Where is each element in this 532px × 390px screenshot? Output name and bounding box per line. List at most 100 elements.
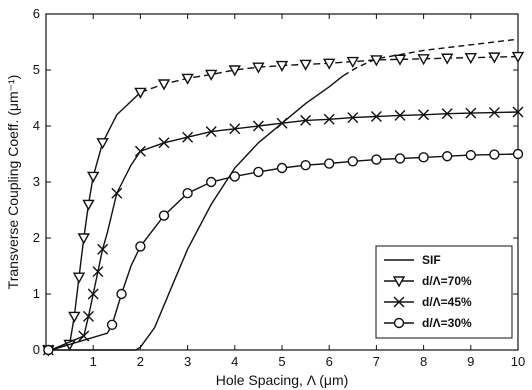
x-marker bbox=[512, 106, 524, 118]
circle-marker bbox=[253, 166, 264, 178]
x-marker-stroke bbox=[347, 112, 359, 124]
x-marker bbox=[158, 137, 170, 149]
x-marker-stroke bbox=[276, 117, 288, 129]
x-marker-stroke bbox=[111, 187, 123, 199]
triangle-marker bbox=[417, 54, 430, 66]
x-marker-stroke bbox=[441, 108, 453, 120]
x-marker bbox=[276, 117, 288, 129]
x-tick-label: 2 bbox=[137, 354, 144, 369]
legend-label: d/Λ=30% bbox=[422, 316, 472, 330]
circle-marker bbox=[276, 162, 288, 174]
sif-line bbox=[46, 75, 344, 351]
triangle-marker bbox=[323, 58, 336, 70]
x-tick-label: 10 bbox=[511, 354, 525, 369]
triangle-marker bbox=[275, 60, 289, 72]
x-tick-label: 8 bbox=[420, 354, 427, 369]
x-marker bbox=[300, 114, 312, 126]
circle-marker bbox=[371, 154, 382, 165]
x-marker bbox=[205, 126, 217, 138]
x-marker bbox=[92, 266, 104, 278]
triangle-marker bbox=[488, 52, 501, 64]
x-marker-stroke bbox=[512, 106, 524, 118]
circle-marker bbox=[205, 176, 217, 188]
series-circle bbox=[43, 148, 524, 356]
x-marker bbox=[441, 108, 453, 120]
circle-marker bbox=[182, 187, 193, 199]
y-tick-label: 4 bbox=[33, 118, 40, 133]
y-tick-label: 5 bbox=[33, 62, 40, 77]
circle-marker bbox=[135, 241, 146, 252]
x-marker-stroke bbox=[229, 123, 241, 135]
y-tick-label: 1 bbox=[33, 286, 40, 301]
y-axis-label: Transverse Coupling Coeff. (μm⁻¹) bbox=[5, 75, 21, 290]
circle-marker bbox=[158, 210, 170, 221]
x-marker bbox=[182, 131, 194, 143]
triangle-marker bbox=[392, 276, 406, 288]
x-marker bbox=[252, 120, 264, 132]
x-marker-stroke bbox=[418, 109, 430, 121]
legend-label: d/Λ=45% bbox=[422, 295, 472, 309]
axis-ticks: 1 2 3 4 5 6 7 8 9 10 0 1 2 3 4 5 6 bbox=[33, 6, 525, 369]
triangle-marker bbox=[464, 52, 477, 65]
circle-marker bbox=[116, 288, 127, 300]
triangle-marker bbox=[346, 56, 359, 69]
triangle-marker bbox=[68, 311, 81, 323]
circle-marker bbox=[347, 156, 358, 167]
circle-marker bbox=[229, 171, 241, 182]
triangle-marker bbox=[441, 53, 454, 65]
triangle-marker bbox=[252, 62, 265, 74]
x-marker bbox=[393, 296, 405, 308]
triangle-marker bbox=[393, 54, 407, 66]
circle-marker bbox=[465, 149, 476, 161]
triangle-marker bbox=[87, 171, 100, 183]
x-marker-stroke bbox=[393, 296, 405, 308]
x-marker-stroke bbox=[97, 243, 109, 255]
x-marker-stroke bbox=[394, 109, 406, 121]
x-tick-label: 9 bbox=[467, 354, 474, 369]
x-marker-stroke bbox=[205, 126, 217, 138]
y-tick-label: 0 bbox=[33, 342, 40, 357]
circle-marker bbox=[489, 149, 500, 160]
x-marker bbox=[323, 113, 335, 125]
legend-label: SIF bbox=[422, 253, 441, 267]
x-tick-label: 6 bbox=[326, 354, 333, 369]
x-marker bbox=[394, 109, 406, 121]
legend-label: d/Λ=70% bbox=[422, 274, 472, 288]
x-tick-label: 1 bbox=[90, 354, 97, 369]
y-tick-label: 6 bbox=[33, 6, 40, 21]
x-marker-stroke bbox=[78, 330, 90, 342]
triangle-marker bbox=[228, 65, 241, 77]
circle-marker bbox=[512, 148, 524, 160]
x-marker bbox=[111, 187, 123, 199]
triangle-marker bbox=[134, 87, 147, 99]
triangle-marker bbox=[157, 79, 171, 91]
x-marker bbox=[418, 109, 430, 121]
x-tick-label: 3 bbox=[184, 354, 191, 369]
triangle-marker bbox=[370, 55, 383, 67]
y-tick-label: 3 bbox=[33, 174, 40, 189]
x-marker-stroke bbox=[370, 110, 382, 122]
triangle-marker bbox=[82, 199, 95, 211]
series-layer bbox=[42, 38, 525, 357]
x-axis-label: Hole Spacing, Λ (μm) bbox=[216, 372, 349, 388]
y-tick-label: 2 bbox=[33, 230, 40, 245]
triangle-marker bbox=[96, 138, 109, 150]
circle-marker bbox=[324, 158, 335, 169]
circle-marker bbox=[106, 319, 118, 330]
circle-marker bbox=[442, 151, 453, 162]
sif-line-dashed bbox=[343, 38, 519, 77]
x-marker-stroke bbox=[465, 107, 477, 119]
circle-marker bbox=[394, 153, 406, 164]
x-marker bbox=[488, 107, 500, 119]
x-marker-stroke bbox=[323, 113, 335, 125]
circle-marker bbox=[43, 344, 54, 356]
x-marker-stroke bbox=[488, 107, 500, 119]
triangle-marker bbox=[299, 59, 312, 71]
x-tick-label: 7 bbox=[373, 354, 380, 369]
x-marker-stroke bbox=[252, 120, 264, 132]
x-marker-stroke bbox=[158, 137, 170, 149]
circle-marker bbox=[418, 152, 429, 163]
triangle-marker bbox=[181, 73, 194, 85]
